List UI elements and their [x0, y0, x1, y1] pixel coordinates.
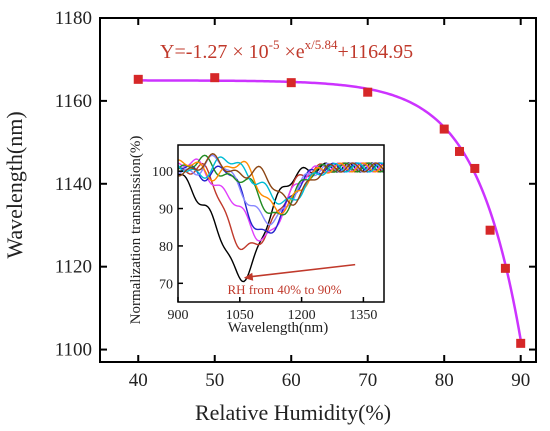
inset-x-tick-label: 1350 — [349, 308, 377, 323]
annotation-arrow — [249, 263, 356, 278]
main-y-tick-label: 1160 — [55, 91, 92, 112]
inset-curves-group — [177, 153, 385, 283]
inset-series-line — [177, 154, 385, 216]
main-x-tick-label: 70 — [358, 370, 377, 391]
inset-y-tick-label: 80 — [159, 240, 173, 255]
data-point — [485, 225, 495, 235]
main-x-tick-label: 60 — [282, 370, 301, 391]
data-point — [516, 338, 526, 348]
equation-mid: ×e — [280, 41, 305, 63]
main-ticks: 40 50 60 70 80 90 1100 1120 1140 1160 1180 — [55, 8, 536, 391]
data-point — [455, 146, 465, 156]
inset-x-tick-label: 1200 — [288, 308, 316, 323]
main-y-tick-label: 1100 — [55, 340, 92, 361]
inset-x-tick-label: 1050 — [226, 308, 254, 323]
annotation-arrowhead — [243, 272, 254, 281]
data-point — [439, 124, 449, 134]
main-y-tick-label: 1180 — [55, 8, 92, 29]
main-y-tick-label: 1140 — [55, 174, 92, 195]
fit-curve — [138, 79, 522, 341]
equation-prefix: Y=-1.27 × 10 — [160, 41, 269, 63]
inset-annotation: RH from 40% to 90% — [227, 282, 341, 297]
inset-plot-frame — [177, 144, 385, 303]
inset-ticks: 900 1050 1200 1350 70 80 90 100 — [152, 165, 377, 323]
inset-background — [118, 125, 394, 343]
main-x-tick-label: 90 — [511, 370, 530, 391]
main-x-axis-title: Relative Humidity(%) — [195, 400, 391, 425]
equation-exp1: -5 — [269, 37, 280, 52]
inset-series-line — [177, 153, 385, 206]
main-x-tick-label: 40 — [129, 370, 148, 391]
inset-y-tick-label: 90 — [159, 203, 173, 218]
data-point — [133, 74, 143, 84]
main-x-tick-label: 80 — [435, 370, 454, 391]
inset-y-tick-label: 70 — [159, 277, 173, 292]
fit-curve-group — [138, 79, 522, 341]
inset-x-axis-title: Wavelength(nm) — [228, 320, 328, 336]
inset-series-line — [177, 156, 385, 205]
main-plot-frame — [99, 17, 537, 363]
data-point — [210, 73, 220, 83]
data-point — [500, 263, 510, 273]
main-y-axis-title: Wavelength(nm) — [2, 111, 27, 258]
inset-x-tick-label: 900 — [168, 308, 189, 323]
inset-y-tick-label: 100 — [152, 165, 173, 180]
data-points-group — [133, 73, 526, 348]
inset-y-axis-title: Normalization transmission(%) — [128, 136, 144, 325]
inset-series-line — [177, 154, 385, 226]
main-y-tick-label: 1120 — [55, 257, 92, 278]
data-point — [470, 163, 480, 173]
inset-series-line — [177, 159, 385, 215]
fit-equation: Y=-1.27 × 10-5 ×ex/5.84+1164.95 — [160, 37, 413, 63]
main-x-tick-label: 50 — [205, 370, 224, 391]
data-point — [286, 78, 296, 88]
data-point — [363, 87, 373, 97]
equation-exp2: x/5.84 — [305, 37, 338, 52]
equation-suffix: +1164.95 — [338, 41, 414, 63]
